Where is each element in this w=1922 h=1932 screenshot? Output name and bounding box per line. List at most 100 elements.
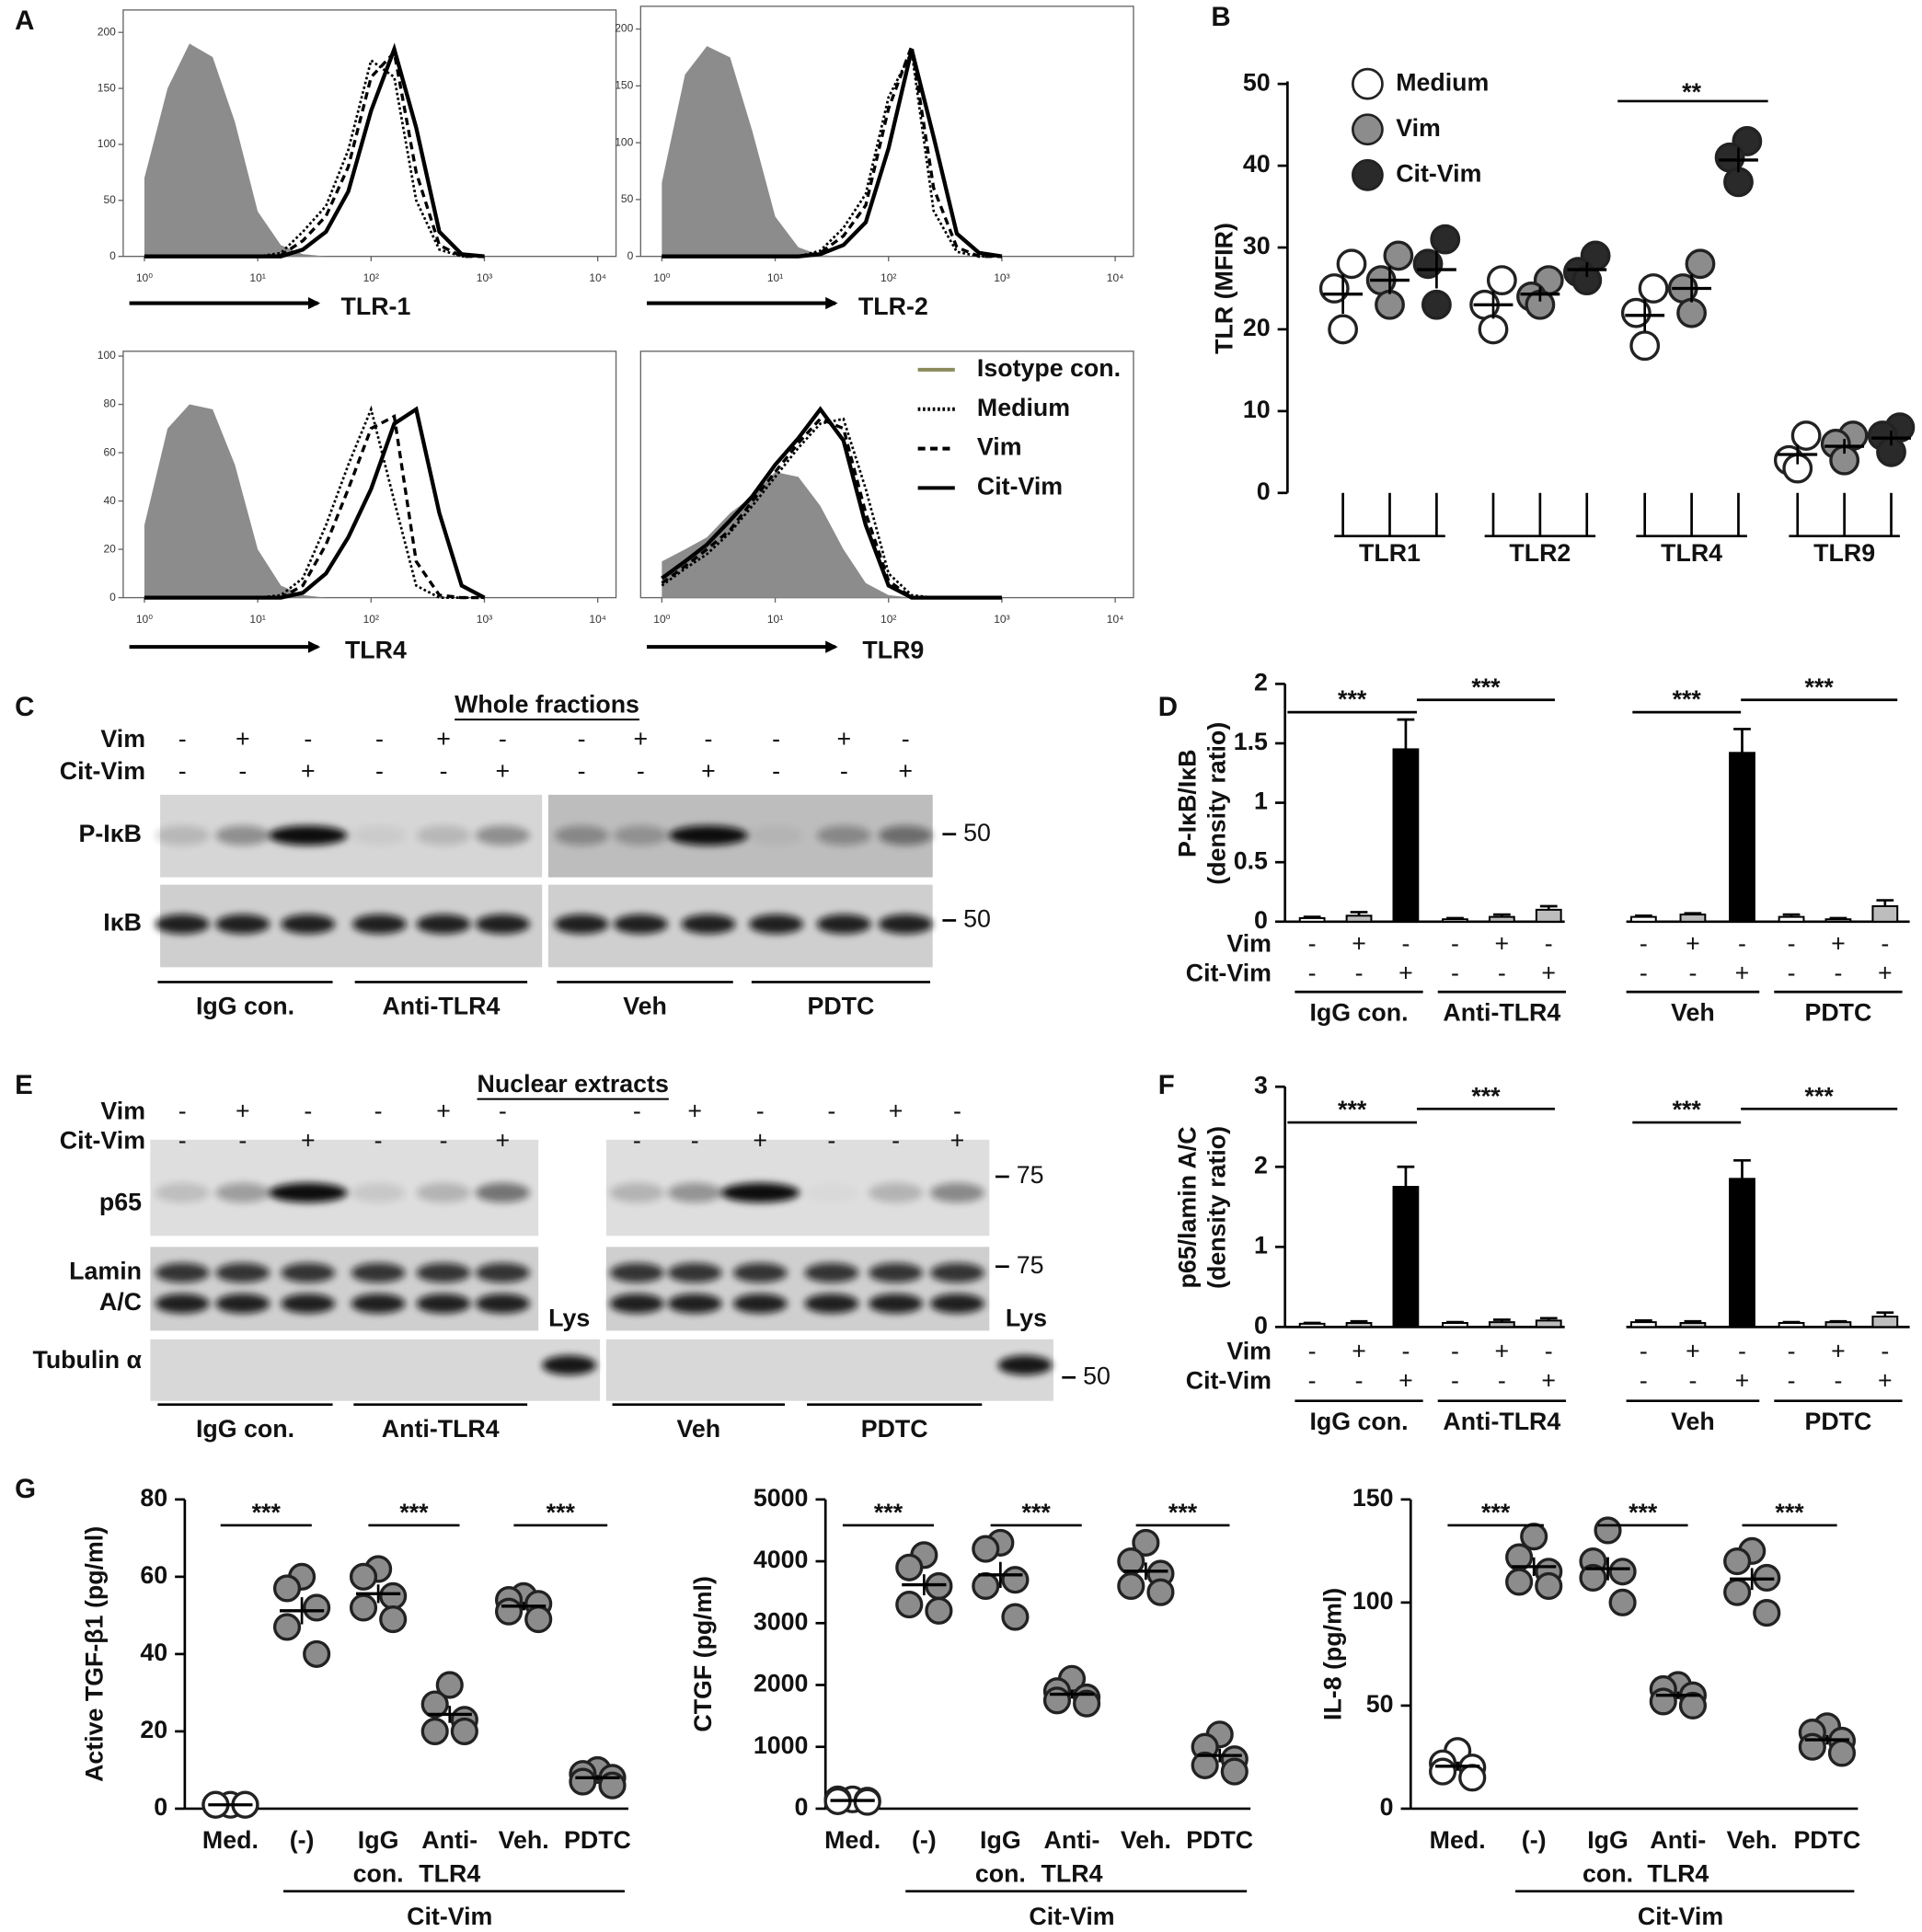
lane-label: Lys [548, 1304, 590, 1331]
group-label: PDTC [1805, 998, 1872, 1026]
size-marker: 75 [1017, 1251, 1044, 1279]
bar [1824, 918, 1852, 923]
blot-band [869, 1262, 923, 1283]
sign: + [1878, 1367, 1893, 1395]
category-label: Veh. [1121, 1826, 1171, 1854]
panel-label: E [15, 1070, 33, 1100]
sign: - [178, 1097, 187, 1124]
data-point [494, 1597, 524, 1626]
sign: - [637, 757, 645, 785]
blot-panel [605, 1247, 990, 1331]
legend-swatch [1351, 67, 1384, 100]
significance-label: *** [1471, 1082, 1501, 1110]
panel-label: G [15, 1474, 36, 1504]
significance-label: *** [1022, 1499, 1052, 1526]
sign: - [1788, 1367, 1796, 1395]
x-tick-label: 10³ [994, 271, 1009, 284]
data-point [1685, 248, 1716, 280]
y-tick-label: 40 [1243, 150, 1271, 178]
data-point [272, 1613, 302, 1641]
y-tick-label: 2 [1254, 668, 1268, 696]
data-point [569, 1767, 597, 1796]
bar [1679, 914, 1707, 923]
sign: - [1788, 1338, 1796, 1365]
blot-band [281, 1294, 336, 1314]
blot-band [351, 1262, 406, 1283]
data-point [1430, 224, 1461, 255]
sign: + [950, 1127, 965, 1155]
sign: - [827, 1097, 835, 1124]
sign: + [1495, 929, 1510, 957]
category-label: TLR4 [419, 1859, 480, 1887]
data-point [1001, 1566, 1030, 1594]
x-axis-label: TLR4 [345, 637, 407, 664]
x-axis-label: TLR-2 [858, 293, 928, 320]
category-label: TLR1 [1359, 539, 1421, 567]
sign: - [440, 757, 448, 785]
y-tick-label: 2000 [754, 1670, 809, 1697]
y-tick-label: 1000 [754, 1731, 809, 1759]
bar [1345, 1322, 1373, 1328]
group-label: Cit-Vim [1029, 1903, 1114, 1930]
blot-band [416, 914, 471, 935]
sign: + [1831, 929, 1846, 957]
y-tick-label: 60 [103, 445, 116, 458]
data-point [1798, 1732, 1826, 1761]
blot-panel [150, 1139, 539, 1236]
plot-frame [639, 6, 1134, 258]
sign: - [756, 1097, 765, 1124]
x-tick-label: 10⁴ [589, 271, 606, 284]
y-tick-label: 0 [1254, 1311, 1268, 1339]
y-tick-label: 80 [140, 1484, 167, 1512]
plot-frame [122, 9, 617, 258]
data-point [1608, 1588, 1637, 1616]
category-label: IgG [1587, 1826, 1629, 1854]
blot-band [930, 1294, 984, 1314]
group-label: Anti-TLR4 [1443, 1408, 1560, 1435]
histogram-curve [662, 472, 1002, 598]
sign: - [1640, 1367, 1648, 1395]
sign: + [701, 757, 716, 785]
category-label: Anti- [421, 1826, 478, 1854]
sign: - [1738, 1338, 1746, 1365]
sign: - [375, 725, 384, 753]
row-label: Vim [100, 725, 145, 753]
data-point [1608, 1558, 1637, 1586]
histogram-curve [144, 43, 485, 257]
blot-band [155, 914, 210, 935]
y-tick-label: 3 [1254, 1071, 1268, 1098]
blot-band [554, 914, 609, 935]
data-point [1594, 1516, 1622, 1545]
data-point [1678, 1691, 1707, 1719]
group-label: PDTC [808, 993, 875, 1020]
sign: - [499, 725, 507, 753]
blot-band [681, 914, 736, 935]
x-tick-label: 10³ [477, 271, 492, 284]
data-point [1638, 273, 1669, 304]
blot-band [416, 1182, 471, 1203]
blot-title: Whole fractions [455, 691, 639, 719]
bar [1778, 915, 1805, 923]
sign: + [634, 725, 649, 753]
y-axis-label: p65/lamin A/C [1173, 1126, 1201, 1288]
sign: - [1788, 929, 1796, 957]
blot-band [351, 1294, 406, 1314]
data-point [1478, 314, 1509, 345]
bar [1488, 1321, 1515, 1328]
sign: - [1881, 1338, 1889, 1365]
category-label: Med. [824, 1826, 880, 1854]
y-tick-label: 0 [627, 249, 634, 262]
category-label: TLR4 [1661, 539, 1722, 567]
y-tick-label: 100 [615, 135, 633, 148]
legend-swatch [1351, 113, 1384, 146]
group-label: Anti-TLR4 [382, 1415, 500, 1443]
blot-band [281, 914, 336, 935]
bar [1778, 1322, 1805, 1328]
data-point [1505, 1568, 1534, 1596]
y-tick-label: 20 [103, 542, 116, 555]
significance-label: *** [1629, 1499, 1658, 1526]
sign: - [1451, 1338, 1459, 1365]
blot-band [281, 1262, 336, 1283]
sign: - [1355, 1367, 1364, 1395]
